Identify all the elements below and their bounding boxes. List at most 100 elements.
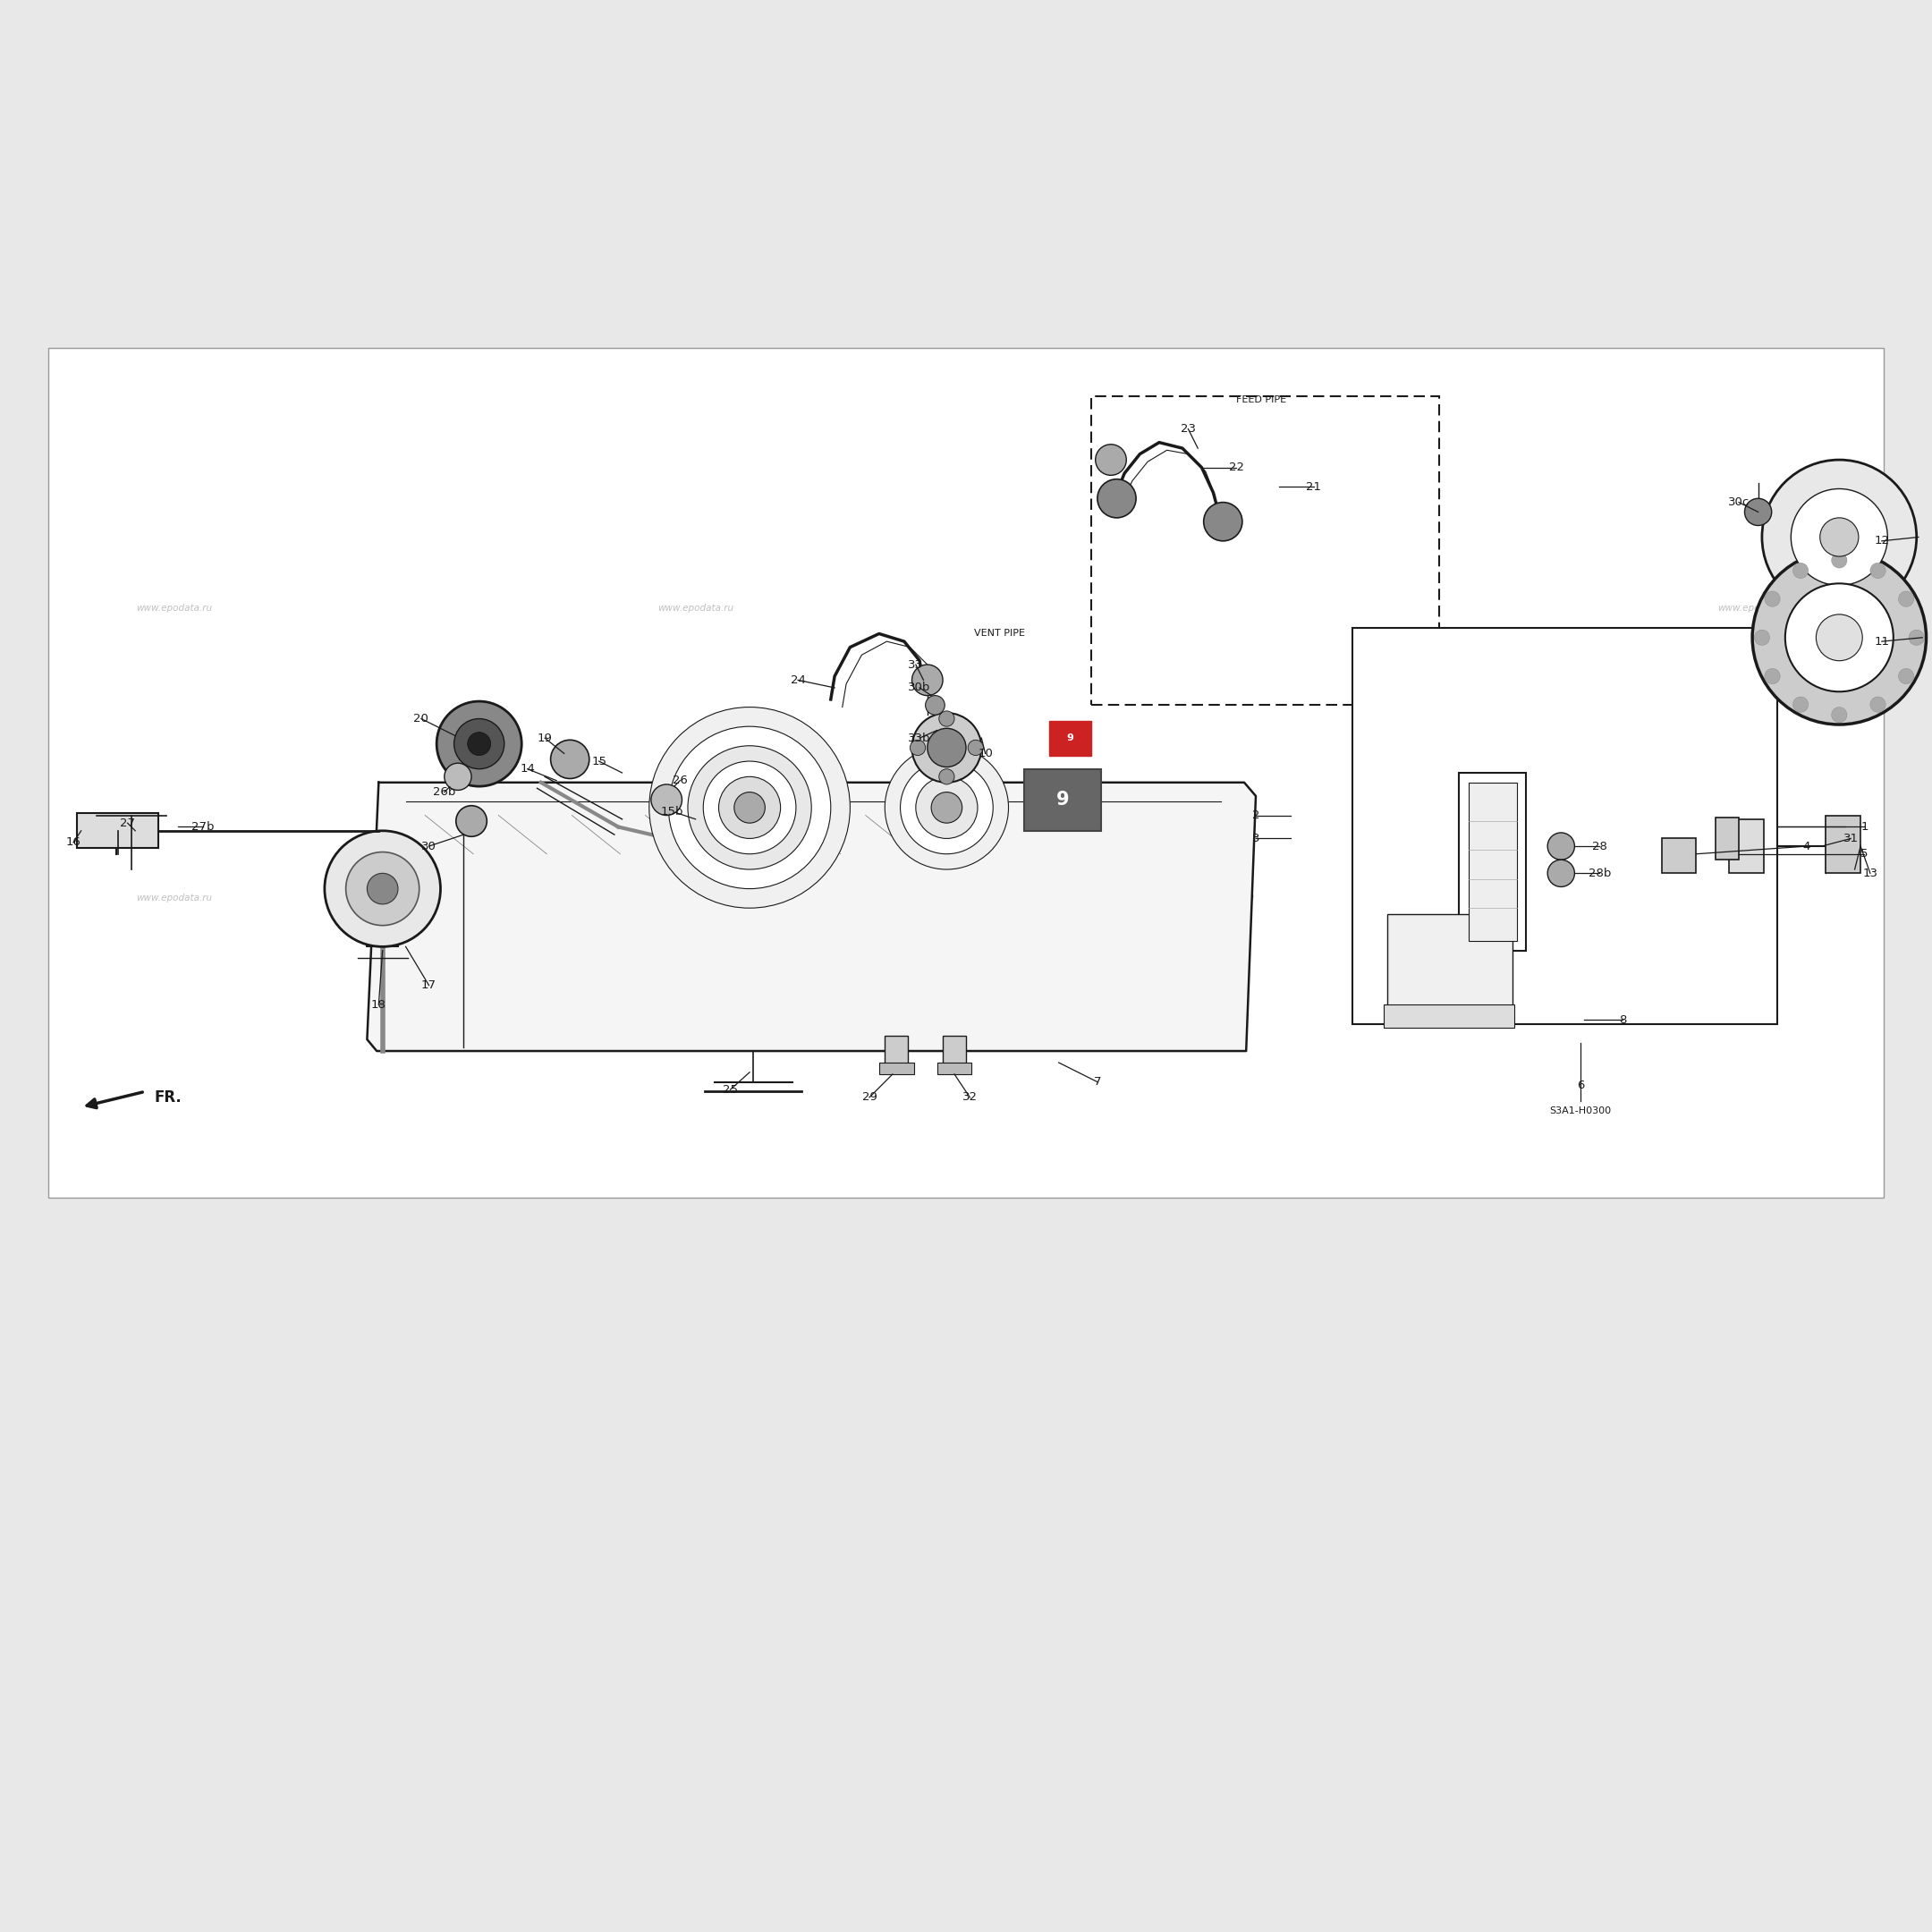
Text: 12: 12 xyxy=(1874,535,1889,547)
Circle shape xyxy=(939,769,954,784)
Circle shape xyxy=(939,711,954,726)
Text: 22: 22 xyxy=(1229,462,1244,473)
Circle shape xyxy=(1548,833,1575,860)
Text: www.epcdata.ru: www.epcdata.ru xyxy=(1179,895,1256,902)
Circle shape xyxy=(1204,502,1242,541)
Circle shape xyxy=(916,777,978,838)
Text: 3: 3 xyxy=(1252,833,1260,844)
Circle shape xyxy=(1764,591,1779,607)
Bar xyxy=(943,1036,966,1066)
Text: 27b: 27b xyxy=(191,821,214,833)
Text: 10: 10 xyxy=(978,748,993,759)
Bar xyxy=(77,813,158,848)
Text: www.epc: www.epc xyxy=(1718,605,1760,612)
Text: 20: 20 xyxy=(413,713,429,724)
Text: 32: 32 xyxy=(962,1092,978,1103)
Text: 26b: 26b xyxy=(433,786,456,798)
Text: S3A1-H0300: S3A1-H0300 xyxy=(1549,1107,1611,1115)
Text: www.epcdata.ru: www.epcdata.ru xyxy=(1179,605,1256,612)
Circle shape xyxy=(927,728,966,767)
Bar xyxy=(1383,1005,1515,1028)
Text: 16: 16 xyxy=(66,837,81,848)
Text: 15: 15 xyxy=(591,755,607,767)
Polygon shape xyxy=(367,782,1256,1051)
Text: 1: 1 xyxy=(1861,821,1868,833)
Circle shape xyxy=(1095,444,1126,475)
Circle shape xyxy=(325,831,440,947)
Circle shape xyxy=(1909,630,1924,645)
Circle shape xyxy=(468,732,491,755)
Circle shape xyxy=(1762,460,1917,614)
Text: 21: 21 xyxy=(1306,481,1321,493)
Text: 15b: 15b xyxy=(661,806,684,817)
Circle shape xyxy=(1899,591,1915,607)
Text: 30c: 30c xyxy=(1727,497,1750,508)
Bar xyxy=(1716,817,1739,860)
Text: 30: 30 xyxy=(421,840,437,852)
Circle shape xyxy=(1097,479,1136,518)
Bar xyxy=(1662,838,1696,873)
Text: www.epodata.ru: www.epodata.ru xyxy=(135,895,213,902)
Circle shape xyxy=(649,707,850,908)
Circle shape xyxy=(1754,630,1770,645)
Text: 29: 29 xyxy=(862,1092,877,1103)
Bar xyxy=(1049,721,1092,755)
Text: www.epodata.ru: www.epodata.ru xyxy=(657,605,734,612)
Circle shape xyxy=(367,873,398,904)
Text: 13: 13 xyxy=(1862,867,1878,879)
Text: www.epc: www.epc xyxy=(1718,895,1760,902)
Text: 30b: 30b xyxy=(908,682,931,694)
Bar xyxy=(1468,782,1517,941)
Text: 24: 24 xyxy=(790,674,806,686)
Bar xyxy=(937,1063,972,1074)
Circle shape xyxy=(910,740,925,755)
Text: 4: 4 xyxy=(1803,840,1810,852)
Circle shape xyxy=(1752,551,1926,724)
Text: 6: 6 xyxy=(1577,1080,1584,1092)
Bar xyxy=(1352,628,1777,1024)
Text: FR.: FR. xyxy=(155,1090,182,1105)
Circle shape xyxy=(925,696,945,715)
Text: 27: 27 xyxy=(120,817,135,829)
Text: 33: 33 xyxy=(908,659,923,670)
Circle shape xyxy=(1832,707,1847,723)
Circle shape xyxy=(668,726,831,889)
Circle shape xyxy=(688,746,811,869)
Circle shape xyxy=(346,852,419,925)
Text: 28b: 28b xyxy=(1588,867,1611,879)
Text: 19: 19 xyxy=(537,732,553,744)
Bar xyxy=(1092,396,1439,705)
Bar xyxy=(879,1063,914,1074)
Circle shape xyxy=(437,701,522,786)
Circle shape xyxy=(885,746,1009,869)
Text: VENT PIPE: VENT PIPE xyxy=(974,630,1024,638)
Text: 9: 9 xyxy=(1057,790,1068,810)
Circle shape xyxy=(1793,697,1808,713)
Circle shape xyxy=(912,665,943,696)
Circle shape xyxy=(444,763,471,790)
Circle shape xyxy=(1764,668,1779,684)
Circle shape xyxy=(719,777,781,838)
Circle shape xyxy=(1785,583,1893,692)
Text: www.epodata.ru: www.epodata.ru xyxy=(657,895,734,902)
Text: 11: 11 xyxy=(1874,636,1889,647)
Circle shape xyxy=(931,792,962,823)
Text: 23: 23 xyxy=(1180,423,1196,435)
Circle shape xyxy=(1816,614,1862,661)
Text: FEED PIPE: FEED PIPE xyxy=(1236,396,1287,404)
Text: 8: 8 xyxy=(1619,1014,1627,1026)
Circle shape xyxy=(734,792,765,823)
Circle shape xyxy=(703,761,796,854)
Circle shape xyxy=(1870,562,1886,578)
Bar xyxy=(1459,773,1526,951)
Text: www.epodata.ru: www.epodata.ru xyxy=(135,605,213,612)
Bar xyxy=(1729,819,1764,873)
Circle shape xyxy=(1832,553,1847,568)
Text: 25: 25 xyxy=(723,1084,738,1095)
Circle shape xyxy=(1820,518,1859,556)
Text: 7: 7 xyxy=(1094,1076,1101,1088)
Circle shape xyxy=(900,761,993,854)
Bar xyxy=(885,1036,908,1066)
Text: 5: 5 xyxy=(1861,848,1868,860)
Circle shape xyxy=(1870,697,1886,713)
